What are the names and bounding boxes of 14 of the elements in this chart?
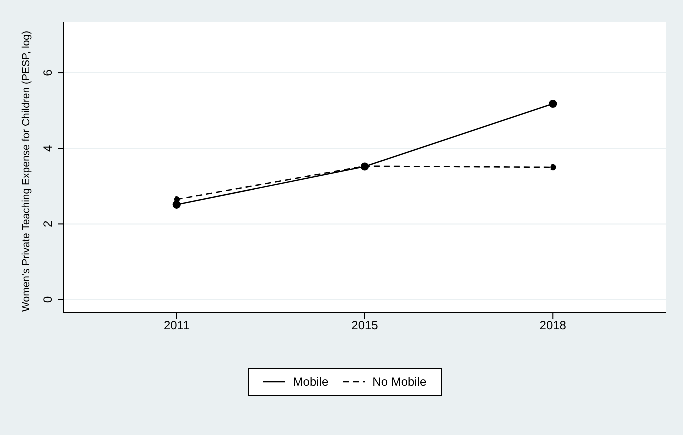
x-tick-label: 2011 (164, 318, 190, 333)
y-tick-label: 2 (41, 220, 55, 228)
y-axis-title: Women's Private Teaching Expense for Children (PESP, log) (20, 31, 33, 312)
y-tick-label: 6 (41, 69, 55, 76)
y-tick-label: 0 (41, 296, 55, 304)
point (172, 200, 181, 209)
x-tick-label: 2015 (352, 318, 379, 333)
x-tick-label: 2018 (540, 318, 567, 333)
y-tick-label: 4 (41, 144, 55, 152)
legend-label: No Mobile (372, 375, 427, 389)
legend-label: Mobile (293, 375, 329, 389)
point (174, 196, 180, 203)
point (550, 164, 556, 171)
point (549, 100, 558, 108)
